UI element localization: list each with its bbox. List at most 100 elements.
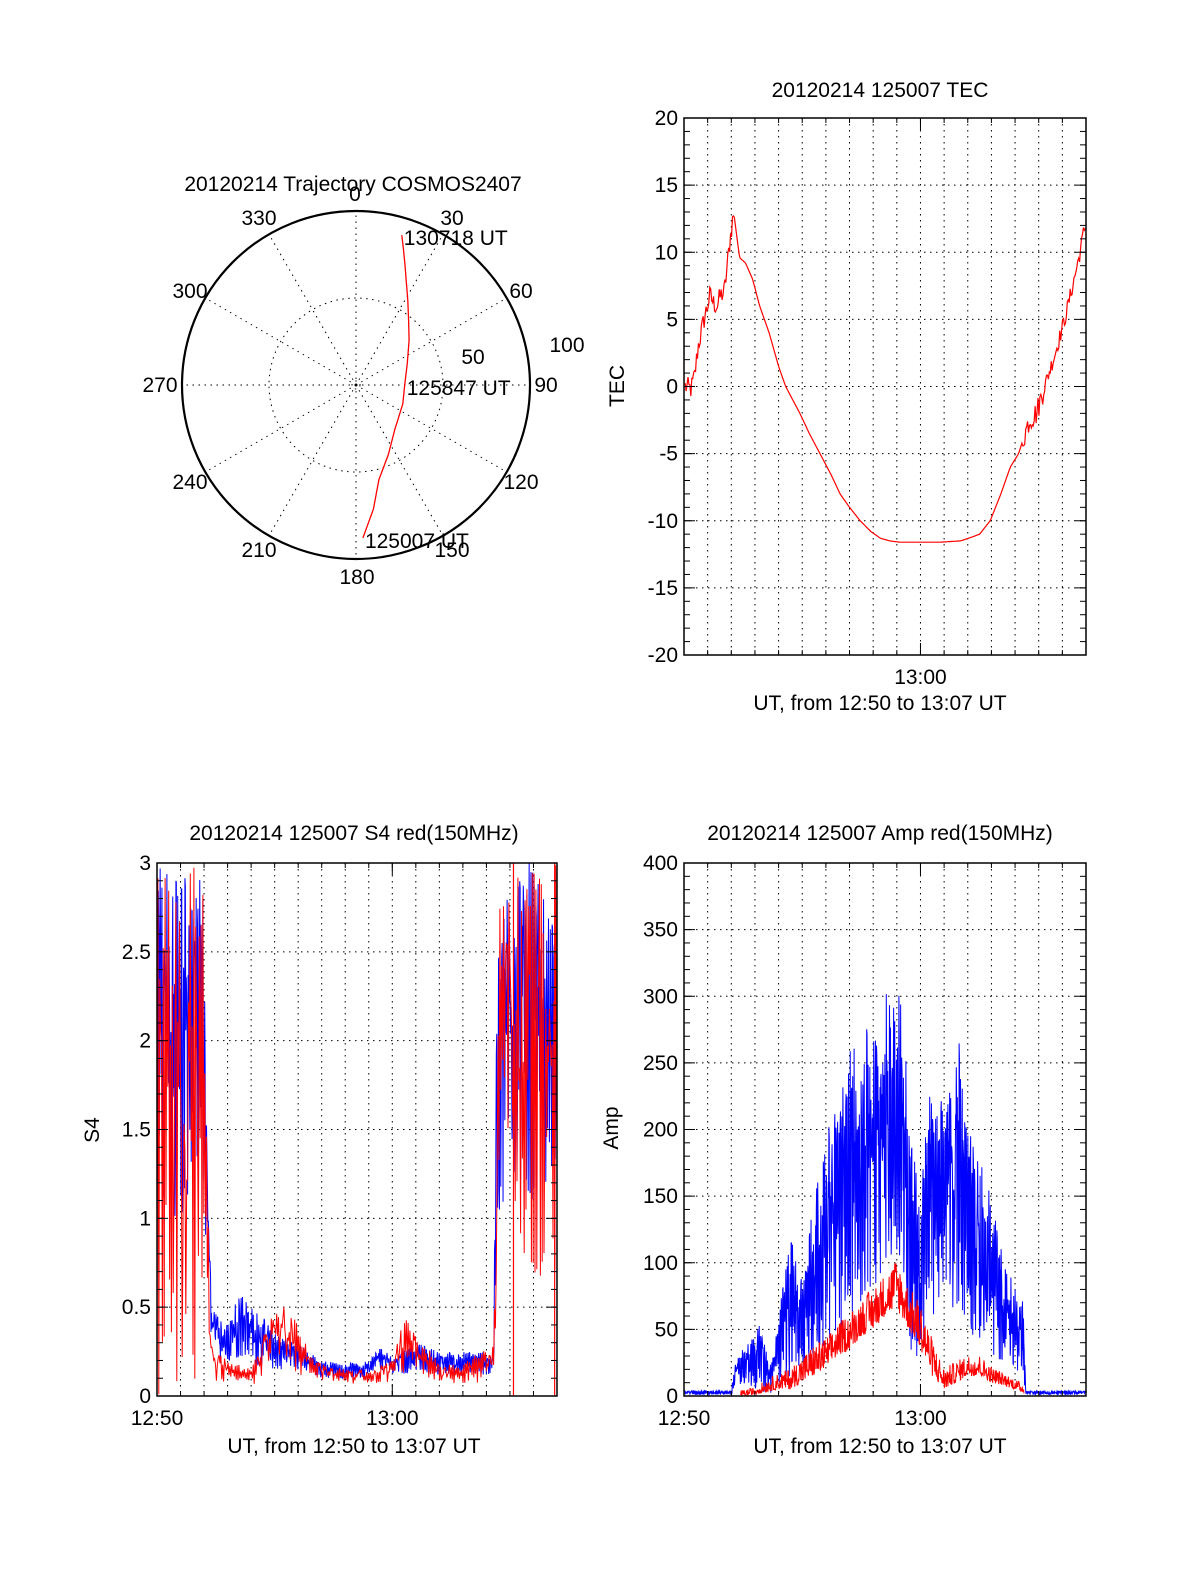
tec-title: 20120214 125007 TEC bbox=[772, 79, 989, 102]
polar-radial-label: 100 bbox=[549, 334, 584, 357]
trajectory-line bbox=[362, 235, 410, 539]
amp-xlabel: UT, from 12:50 to 13:07 UT bbox=[753, 1435, 1006, 1458]
s4-plot: 20120214 125007 S4 red(150MHz) UT, from … bbox=[81, 822, 558, 1458]
y-tick-label: 20 bbox=[655, 107, 678, 130]
polar-center-ring bbox=[351, 380, 361, 390]
amp-series bbox=[684, 994, 1086, 1396]
s4-ylabel: S4 bbox=[81, 1117, 104, 1143]
y-tick-label: 50 bbox=[655, 1318, 678, 1341]
polar-spoke bbox=[268, 384, 357, 536]
y-tick-label: 1.5 bbox=[122, 1119, 151, 1142]
x-tick-label: 13:00 bbox=[894, 1407, 947, 1430]
tec-plot: 20120214 125007 TEC UT, from 12:50 to 13… bbox=[606, 79, 1087, 715]
tec-xtick-labels: 13:00 bbox=[894, 666, 947, 689]
polar-azimuth-label: 180 bbox=[339, 566, 374, 589]
polar-radial-label: 50 bbox=[461, 346, 484, 369]
s4-title: 20120214 125007 S4 red(150MHz) bbox=[189, 822, 518, 845]
y-tick-label: 300 bbox=[643, 985, 678, 1008]
polar-outer-circle bbox=[180, 209, 532, 561]
trajectory-time-label: 125007 UT bbox=[365, 530, 469, 553]
y-tick-label: 10 bbox=[655, 241, 678, 264]
amp-red-line bbox=[740, 1263, 1025, 1396]
amp-xtick-labels: 12:50 13:00 bbox=[658, 1407, 947, 1430]
trajectory-time-label: 125847 UT bbox=[407, 377, 511, 400]
s4-red-line bbox=[157, 865, 557, 1395]
s4-grid bbox=[157, 863, 557, 1396]
s4-frame bbox=[156, 862, 558, 1397]
amp-plot: 20120214 125007 Amp red(150MHz) UT, from… bbox=[600, 822, 1087, 1458]
y-tick-label: 2 bbox=[139, 1030, 151, 1053]
y-tick-label: 15 bbox=[655, 174, 678, 197]
x-tick-label: 12:50 bbox=[658, 1407, 711, 1430]
y-tick-label: 0 bbox=[666, 376, 678, 399]
polar-azimuth-label: 30 bbox=[440, 207, 463, 230]
polar-spoke bbox=[205, 384, 357, 473]
y-tick-label: 1 bbox=[139, 1207, 151, 1230]
trajectory-series bbox=[362, 235, 410, 539]
x-tick-label: 13:00 bbox=[894, 666, 947, 689]
tec-xlabel: UT, from 12:50 to 13:07 UT bbox=[753, 692, 1006, 715]
s4-series bbox=[157, 863, 557, 1396]
y-tick-label: 100 bbox=[643, 1252, 678, 1275]
polar-azimuth-labels: 0 30 60 90 120 150 180 210 240 270 300 330 bbox=[142, 183, 557, 589]
polar-azimuth-label: 240 bbox=[172, 471, 207, 494]
polar-spoke bbox=[355, 384, 444, 536]
x-tick-label: 13:00 bbox=[366, 1407, 419, 1430]
tec-ytick-labels: -20 -15 -10 -5 0 5 10 15 20 bbox=[648, 107, 678, 667]
y-tick-label: 150 bbox=[643, 1185, 678, 1208]
amp-ylabel: Amp bbox=[600, 1106, 623, 1149]
s4-xlabel: UT, from 12:50 to 13:07 UT bbox=[227, 1435, 480, 1458]
amp-axes bbox=[683, 862, 1087, 1397]
polar-grid bbox=[180, 209, 532, 561]
y-tick-label: 350 bbox=[643, 919, 678, 942]
amp-ytick-labels: 0 50 100 150 200 250 300 350 400 bbox=[643, 852, 678, 1408]
s4-ytick-labels: 0 0.5 1 1.5 2 2.5 3 bbox=[122, 852, 151, 1408]
y-tick-label: 0.5 bbox=[122, 1296, 151, 1319]
trajectory-annotations: 125007 UT 125847 UT 130718 UT bbox=[365, 227, 511, 553]
tec-ylabel: TEC bbox=[606, 365, 629, 407]
polar-radial-labels: 50 100 bbox=[461, 334, 584, 369]
y-tick-label: 250 bbox=[643, 1052, 678, 1075]
polar-azimuth-label: 90 bbox=[534, 374, 557, 397]
tec-axes bbox=[683, 117, 1087, 656]
polar-azimuth-label: 0 bbox=[349, 183, 361, 206]
y-tick-label: 0 bbox=[139, 1385, 151, 1408]
polar-azimuth-label: 210 bbox=[241, 539, 276, 562]
polar-spoke bbox=[355, 297, 507, 386]
y-tick-label: 200 bbox=[643, 1119, 678, 1142]
polar-azimuth-label: 330 bbox=[241, 207, 276, 230]
polar-azimuth-label: 120 bbox=[503, 471, 538, 494]
polar-spoke bbox=[355, 234, 444, 386]
y-tick-label: -15 bbox=[648, 577, 678, 600]
polar-azimuth-label: 150 bbox=[434, 539, 469, 562]
y-tick-label: 5 bbox=[666, 308, 678, 331]
trajectory-polar-plot: 20120214 Trajectory COSMOS2407 0 30 60 90 12… bbox=[142, 173, 584, 589]
amp-title: 20120214 125007 Amp red(150MHz) bbox=[707, 822, 1053, 845]
polar-spoke bbox=[205, 297, 357, 386]
y-tick-label: -20 bbox=[648, 644, 678, 667]
amp-blue-line bbox=[684, 994, 1086, 1396]
y-tick-label: 2.5 bbox=[122, 941, 151, 964]
polar-spoke bbox=[268, 234, 357, 386]
y-tick-label: -5 bbox=[659, 443, 678, 466]
tec-grid bbox=[684, 118, 1086, 655]
polar-azimuth-label: 300 bbox=[172, 280, 207, 303]
tec-line bbox=[684, 214, 1086, 543]
amp-frame bbox=[683, 862, 1087, 1397]
s4-axes bbox=[156, 862, 558, 1397]
s4-xtick-labels: 12:50 13:00 bbox=[131, 1407, 419, 1430]
y-tick-label: -10 bbox=[648, 510, 678, 533]
x-tick-label: 12:50 bbox=[131, 1407, 184, 1430]
polar-ring bbox=[268, 297, 444, 473]
trajectory-time-label: 130718 UT bbox=[404, 227, 508, 250]
tec-frame bbox=[683, 117, 1087, 656]
polar-azimuth-label: 60 bbox=[509, 280, 532, 303]
y-tick-label: 3 bbox=[139, 852, 151, 875]
y-tick-label: 400 bbox=[643, 852, 678, 875]
y-tick-label: 0 bbox=[666, 1385, 678, 1408]
polar-azimuth-label: 270 bbox=[142, 374, 177, 397]
trajectory-title: 20120214 Trajectory COSMOS2407 bbox=[184, 173, 521, 196]
s4-blue-line bbox=[157, 863, 557, 1380]
polar-spoke bbox=[355, 384, 507, 473]
